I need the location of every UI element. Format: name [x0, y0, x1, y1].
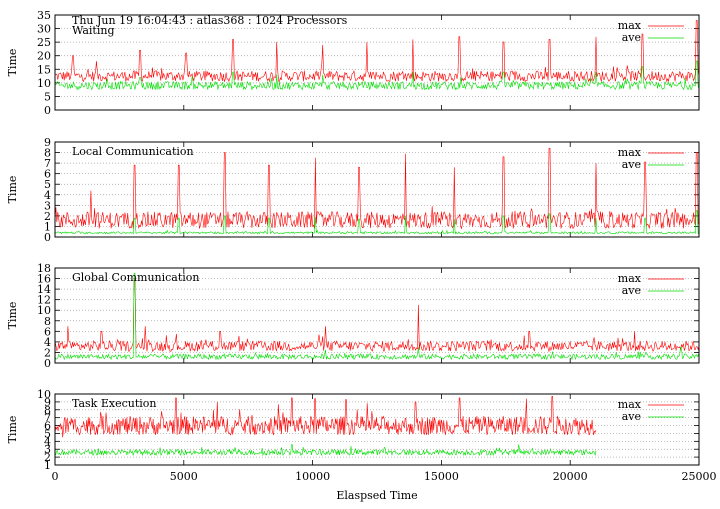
legend-label-max: max — [618, 146, 642, 159]
plot-frame — [54, 141, 700, 238]
y-tick-label: 8 — [44, 404, 51, 417]
y-tick-label: 7 — [44, 157, 51, 170]
y-axis-label: Time — [6, 176, 19, 204]
y-tick-label: 4 — [44, 435, 51, 448]
y-tick-label: 14 — [37, 283, 51, 296]
y-tick-label: 2 — [44, 451, 51, 464]
y-tick-label: 30 — [37, 23, 51, 36]
legend-label-max: max — [618, 398, 642, 411]
plot-frame — [54, 14, 700, 111]
panel-title: Local Communication — [72, 145, 194, 158]
y-tick-label: 0 — [44, 231, 51, 244]
y-tick-label: 15 — [37, 63, 51, 76]
y-tick-label: 1 — [44, 459, 51, 472]
y-tick-label: 6 — [44, 168, 51, 181]
y-tick-label: 4 — [44, 189, 51, 202]
y-tick-label: 25 — [37, 36, 51, 49]
y-tick-label: 1 — [44, 220, 51, 233]
series-line-max — [54, 20, 700, 83]
series-line-max — [54, 396, 597, 438]
y-axis-label: Time — [6, 302, 19, 330]
series-line-ave — [54, 60, 700, 91]
x-tick-label: 15000 — [424, 470, 459, 483]
y-tick-label: 5 — [44, 427, 51, 440]
y-tick-label: 9 — [44, 396, 51, 409]
y-axis-label: Time — [6, 416, 19, 444]
x-tick-label: 5000 — [170, 470, 198, 483]
y-tick-label: 2 — [44, 210, 51, 223]
y-tick-label: 9 — [44, 136, 51, 149]
y-tick-label: 35 — [37, 9, 51, 22]
y-tick-label: 3 — [44, 443, 51, 456]
y-tick-label: 12 — [37, 294, 51, 307]
y-tick-label: 10 — [37, 77, 51, 90]
legend-label-max: max — [618, 272, 642, 285]
x-tick-label: 25000 — [682, 470, 717, 483]
panel-title: Global Communication — [72, 271, 200, 284]
y-tick-label: 16 — [37, 273, 51, 286]
y-tick-label: 0 — [44, 357, 51, 370]
y-tick-label: 10 — [37, 304, 51, 317]
y-tick-label: 4 — [44, 336, 51, 349]
y-tick-label: 7 — [44, 412, 51, 425]
y-tick-label: 6 — [44, 325, 51, 338]
y-tick-label: 10 — [37, 388, 51, 401]
plot-frame — [54, 393, 700, 466]
y-tick-label: 8 — [44, 315, 51, 328]
y-tick-label: 0 — [44, 104, 51, 117]
panel-title: Task Execution — [72, 397, 156, 410]
series-line-ave — [55, 444, 597, 457]
legend-label-ave: ave — [622, 284, 641, 297]
y-tick-label: 5 — [44, 90, 51, 103]
legend-label-ave: ave — [622, 31, 641, 44]
panel-title: Waiting — [72, 24, 115, 37]
legend-label-max: max — [618, 19, 642, 32]
y-tick-label: 6 — [44, 420, 51, 433]
x-tick-label: 10000 — [295, 470, 330, 483]
series-line-max — [54, 148, 700, 230]
y-tick-label: 3 — [44, 199, 51, 212]
y-tick-label: 18 — [37, 262, 51, 275]
x-axis-label: Elaspsed Time — [336, 489, 417, 502]
legend-label-ave: ave — [622, 410, 641, 423]
y-tick-label: 2 — [44, 346, 51, 359]
chart-header: Thu Jun 19 16:04:43 : atlas368 : 1024 Pr… — [72, 14, 348, 27]
series-line-ave — [54, 210, 700, 235]
y-tick-label: 8 — [44, 147, 51, 160]
x-tick-label: 0 — [52, 470, 59, 483]
legend-label-ave: ave — [622, 158, 641, 171]
x-tick-label: 20000 — [553, 470, 588, 483]
y-tick-label: 20 — [37, 50, 51, 63]
series-line-max — [54, 278, 700, 353]
series-line-ave — [54, 273, 700, 361]
y-axis-label: Time — [6, 49, 19, 77]
plot-frame — [54, 267, 700, 364]
y-tick-label: 5 — [44, 178, 51, 191]
